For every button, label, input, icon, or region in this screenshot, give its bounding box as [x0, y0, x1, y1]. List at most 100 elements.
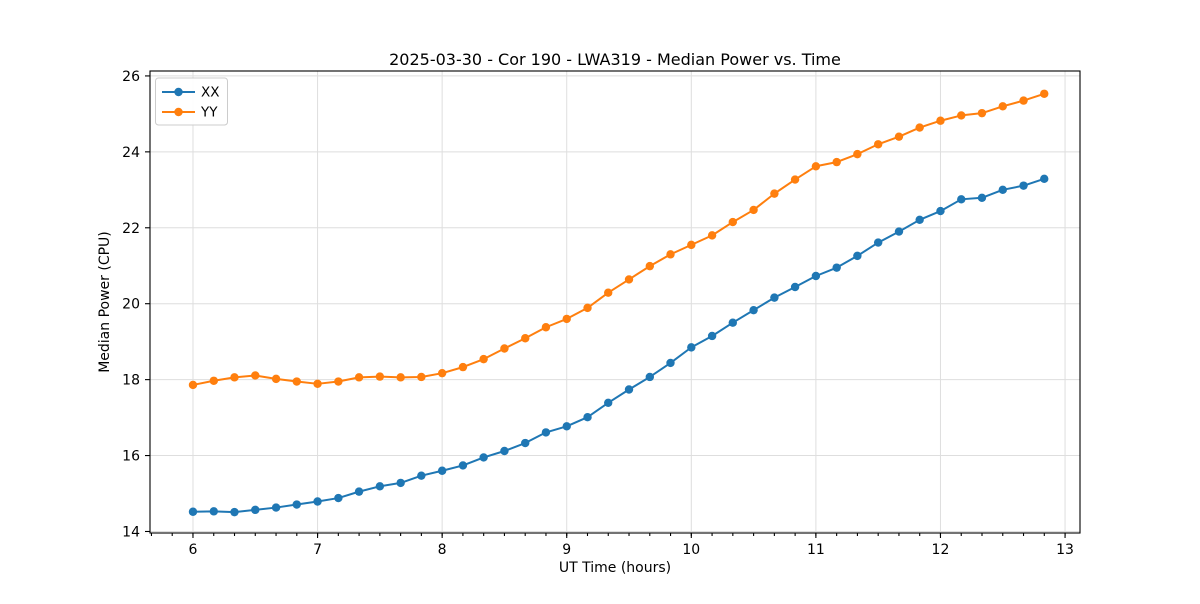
data-point-xx — [1040, 174, 1049, 184]
data-point-yy — [832, 157, 841, 167]
data-point-xx — [604, 398, 613, 407]
data-point-yy — [1040, 89, 1049, 98]
x-tick-label: 6 — [189, 542, 198, 558]
x-tick-label: 13 — [1056, 542, 1074, 558]
data-point-xx — [230, 507, 239, 517]
data-point-xx — [977, 193, 987, 202]
data-point-xx — [458, 461, 468, 470]
data-point-yy — [209, 376, 218, 385]
data-point-yy — [645, 261, 655, 271]
data-point-xx — [687, 343, 696, 352]
data-point-xx — [728, 318, 737, 327]
data-point-xx — [624, 385, 634, 394]
data-point-yy — [666, 250, 675, 259]
data-point-xx — [645, 372, 655, 382]
data-point-yy — [811, 162, 821, 171]
data-point-yy — [230, 373, 239, 382]
data-point-yy — [977, 108, 987, 118]
data-point-xx — [375, 482, 385, 491]
series-line-xx — [191, 177, 1046, 514]
data-point-xx — [479, 453, 488, 462]
data-point-yy — [396, 373, 405, 382]
y-axis-label: Median Power (CPU) — [97, 231, 113, 373]
data-point-xx — [209, 507, 218, 516]
data-point-xx — [583, 413, 592, 422]
y-tick-label: 26 — [122, 69, 140, 85]
data-point-yy — [292, 377, 301, 386]
data-point-xx — [354, 487, 364, 496]
data-point-yy — [728, 217, 737, 227]
data-point-yy — [770, 189, 779, 198]
data-point-xx — [915, 215, 924, 225]
x-axis-label: UT Time (hours) — [559, 560, 671, 576]
data-point-yy — [437, 368, 447, 378]
data-point-yy — [894, 132, 904, 141]
x-tick-labels: 6 7 8 9 10 11 12 13 — [189, 542, 1074, 558]
data-point-yy — [251, 371, 260, 380]
data-point-xx — [832, 263, 841, 272]
data-point-xx — [957, 195, 966, 204]
data-point-yy — [417, 372, 426, 382]
chart-title: 2025-03-30 - Cor 190 - LWA319 - Median P… — [389, 50, 841, 69]
data-point-yy — [562, 314, 571, 324]
axis-ticks — [145, 75, 1066, 538]
data-point-yy — [334, 377, 343, 386]
data-point-yy — [479, 354, 488, 364]
data-point-xx — [811, 271, 821, 281]
data-point-yy — [583, 303, 592, 313]
legend-box — [155, 77, 228, 126]
data-point-xx — [936, 206, 945, 216]
y-tick-label: 22 — [122, 221, 140, 237]
gridlines — [150, 71, 1080, 533]
series-markers-yy — [188, 89, 1049, 390]
data-point-yy — [604, 288, 613, 297]
y-tick-label: 14 — [122, 524, 140, 540]
data-point-yy — [521, 334, 530, 343]
data-point-yy — [873, 140, 883, 149]
data-point-xx — [873, 238, 883, 247]
data-point-yy — [541, 323, 551, 332]
data-point-xx — [998, 185, 1007, 195]
legend: XX YY — [155, 77, 228, 126]
data-point-yy — [915, 123, 924, 132]
data-point-xx — [188, 507, 198, 516]
data-point-xx — [437, 466, 447, 475]
data-point-xx — [707, 331, 717, 341]
y-tick-label: 20 — [122, 297, 140, 313]
data-point-xx — [541, 428, 551, 437]
x-tick-label: 12 — [932, 542, 950, 558]
data-point-xx — [500, 446, 509, 456]
y-tick-label: 24 — [122, 145, 140, 161]
legend-sample-marker-yy — [174, 107, 183, 117]
y-tick-label: 18 — [122, 373, 140, 389]
data-point-xx — [1019, 181, 1028, 190]
data-point-xx — [521, 438, 530, 448]
data-point-yy — [707, 231, 717, 240]
data-point-yy — [1019, 96, 1028, 105]
data-point-yy — [853, 149, 862, 159]
data-point-yy — [624, 275, 634, 284]
data-point-xx — [770, 293, 779, 302]
data-point-yy — [790, 175, 800, 184]
x-tick-label: 9 — [562, 542, 571, 558]
x-tick-label: 8 — [438, 542, 447, 558]
x-tick-label: 11 — [807, 542, 825, 558]
data-point-xx — [853, 251, 862, 261]
data-point-yy — [313, 379, 322, 389]
y-tick-label: 16 — [122, 449, 140, 465]
x-tick-label: 10 — [682, 542, 700, 558]
data-point-xx — [313, 497, 322, 506]
data-point-yy — [354, 373, 364, 382]
data-point-yy — [375, 372, 385, 381]
data-point-xx — [894, 227, 904, 236]
data-point-yy — [957, 111, 966, 120]
data-point-xx — [790, 282, 800, 292]
data-point-yy — [271, 374, 281, 384]
legend-label-yy: YY — [200, 105, 218, 121]
legend-sample-marker-xx — [174, 87, 183, 97]
data-point-yy — [188, 380, 198, 390]
data-point-xx — [666, 358, 675, 368]
x-tick-label: 7 — [313, 542, 322, 558]
series-markers-xx — [188, 174, 1049, 517]
